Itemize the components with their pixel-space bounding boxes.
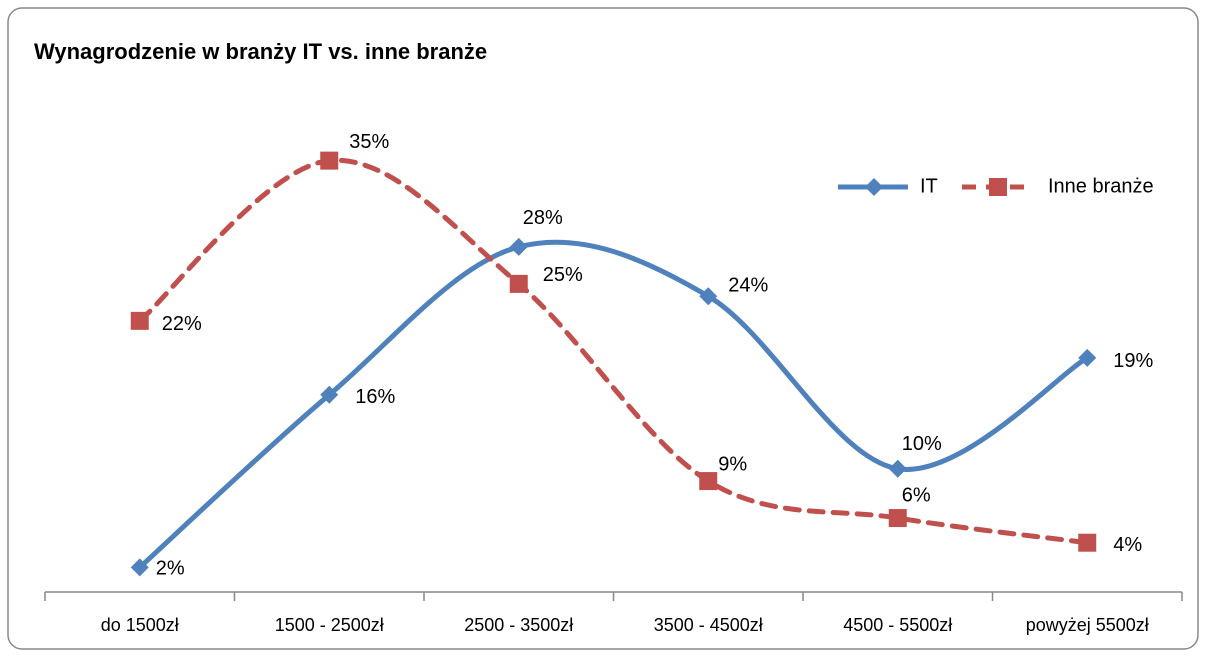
data-label: 35% <box>349 131 389 153</box>
chart-title: Wynagrodzenie w branży IT vs. inne branż… <box>34 39 487 64</box>
data-label: 22% <box>162 313 202 335</box>
data-label: 10% <box>902 433 942 455</box>
series-line <box>137 157 1090 546</box>
data-label: 16% <box>355 386 395 408</box>
x-tick-label: powyżej 5500zł <box>1026 615 1149 635</box>
data-label: 9% <box>718 453 747 475</box>
marker <box>130 311 149 330</box>
legend-marker <box>989 178 1007 196</box>
data-label: 19% <box>1113 350 1153 372</box>
marker <box>130 558 149 577</box>
data-label: 4% <box>1113 534 1142 556</box>
legend-marker <box>865 178 883 196</box>
marker <box>699 472 718 491</box>
x-tick-label: do 1500zł <box>101 615 179 635</box>
x-tick-label: 1500 - 2500zł <box>275 615 384 635</box>
series-line <box>137 239 1090 570</box>
data-label: 25% <box>543 264 583 286</box>
legend-label: IT <box>920 175 938 197</box>
marker <box>1078 348 1097 367</box>
data-label: 2% <box>156 558 185 580</box>
marker <box>509 237 528 256</box>
data-label: 24% <box>728 274 768 296</box>
marker <box>888 509 907 528</box>
marker <box>320 151 339 170</box>
x-tick-label: 4500 - 5500zł <box>843 615 952 635</box>
marker <box>509 274 528 293</box>
data-label: 28% <box>523 207 563 229</box>
data-label: 6% <box>902 484 931 506</box>
marker <box>1078 533 1097 552</box>
x-tick-label: 3500 - 4500zł <box>654 615 763 635</box>
marker <box>888 459 907 478</box>
marker <box>699 287 718 306</box>
marker <box>320 385 339 404</box>
legend-label: Inne branże <box>1048 175 1154 197</box>
x-tick-label: 2500 - 3500zł <box>464 615 573 635</box>
